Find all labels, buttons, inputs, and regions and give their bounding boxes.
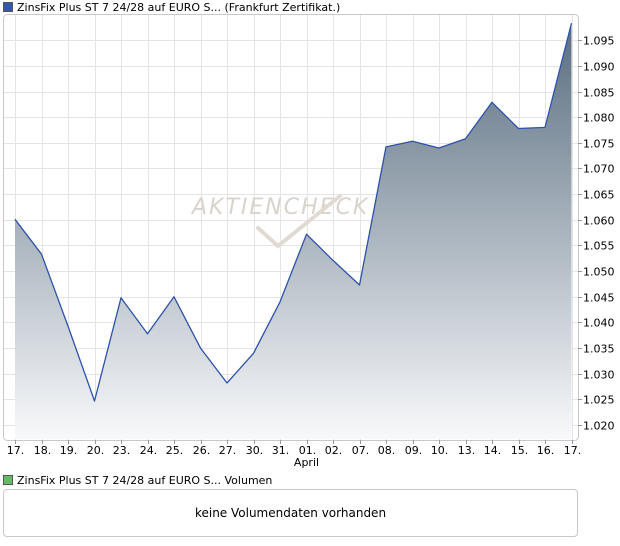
y-tick-label: 1.075 — [583, 138, 615, 151]
y-tick-label: 1.090 — [583, 61, 615, 74]
x-tick-label: 23. — [113, 444, 131, 457]
volume-legend-label: ZinsFix Plus ST 7 24/28 auf EURO S... Vo… — [17, 473, 273, 487]
x-tick-label: 30. — [246, 444, 264, 457]
x-tick-label: 27. — [219, 444, 237, 457]
y-tick-label: 1.085 — [583, 87, 615, 100]
x-tick-label: 17. — [564, 444, 582, 457]
volume-legend-swatch — [3, 475, 13, 485]
y-tick-label: 1.040 — [583, 317, 615, 330]
y-tick-label: 1.025 — [583, 394, 615, 407]
volume-panel: keine Volumendaten vorhanden — [3, 489, 578, 537]
x-tick-label: 17. — [7, 444, 25, 457]
series-area — [15, 23, 572, 439]
x-tick-label: 15. — [511, 444, 529, 457]
x-tick-label: 16. — [537, 444, 555, 457]
x-tick-label: 24. — [140, 444, 158, 457]
price-legend: ZinsFix Plus ST 7 24/28 auf EURO S... (F… — [3, 0, 340, 14]
series-line — [14, 23, 573, 402]
price-legend-swatch — [3, 2, 13, 12]
x-month-label: April — [294, 456, 319, 469]
x-tick-label: 13. — [458, 444, 476, 457]
y-tick-label: 1.095 — [583, 35, 615, 48]
y-tick-label: 1.030 — [583, 369, 615, 382]
volume-empty-message: keine Volumendaten vorhanden — [194, 506, 387, 520]
y-tick-label: 1.050 — [583, 266, 615, 279]
x-tick-label: 10. — [431, 444, 449, 457]
x-tick-label: 26. — [193, 444, 211, 457]
x-tick-label: 19. — [60, 444, 78, 457]
watermark-check-icon — [256, 194, 342, 249]
x-tick-label: 20. — [87, 444, 105, 457]
y-tick-label: 1.020 — [583, 420, 615, 433]
watermark-text: AKTIENCHECK — [190, 195, 369, 220]
y-tick-label: 1.035 — [583, 343, 615, 356]
y-tick-label: 1.065 — [583, 189, 615, 202]
x-tick-label: 25. — [166, 444, 184, 457]
x-tick-label: 07. — [352, 444, 370, 457]
volume-legend: ZinsFix Plus ST 7 24/28 auf EURO S... Vo… — [3, 473, 272, 487]
price-legend-label: ZinsFix Plus ST 7 24/28 auf EURO S... (F… — [17, 0, 341, 14]
x-tick-label: 18. — [34, 444, 52, 457]
x-tick-label: 31. — [272, 444, 290, 457]
x-tick-label: 09. — [405, 444, 423, 457]
y-tick-label: 1.080 — [583, 112, 615, 125]
y-tick-label: 1.055 — [583, 240, 615, 253]
x-tick-label: 02. — [325, 444, 343, 457]
y-tick-label: 1.070 — [583, 163, 615, 176]
x-tick-label: 14. — [484, 444, 502, 457]
price-chart: 1.020 1.025 1.030 1.035 1.040 1.045 1.050 1.055… — [3, 14, 615, 469]
y-tick-label: 1.045 — [583, 292, 615, 305]
x-tick-label: 08. — [378, 444, 396, 457]
y-tick-label: 1.060 — [583, 215, 615, 228]
x-tick-label: 01. — [299, 444, 317, 457]
